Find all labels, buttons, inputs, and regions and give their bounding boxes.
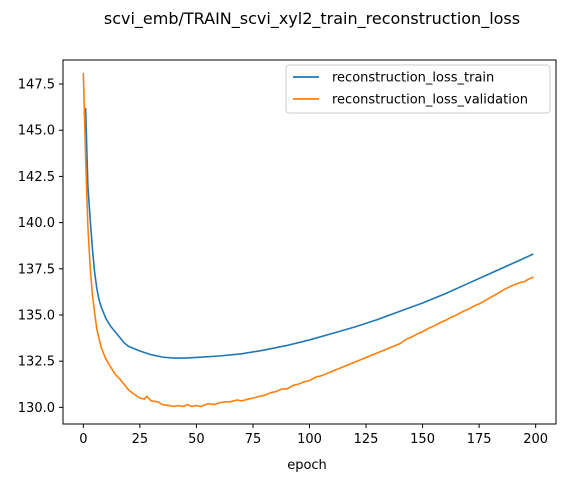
x-tick-label: 0	[79, 432, 87, 447]
y-tick-label: 142.5	[18, 170, 55, 185]
y-tick-label: 147.5	[18, 78, 55, 93]
chart-title: scvi_emb/TRAIN_scvi_xyl2_train_reconstru…	[104, 9, 520, 29]
y-tick-label: 140.0	[18, 216, 55, 231]
x-tick-label: 25	[132, 432, 149, 447]
series-line-reconstruction-loss-validation	[82, 72, 534, 408]
plot-frame	[62, 59, 557, 425]
x-tick-label: 150	[410, 432, 435, 447]
y-tick-label: 130.0	[18, 401, 55, 416]
x-tick-label: 125	[354, 432, 379, 447]
x-tick-label: 75	[245, 432, 262, 447]
x-tick-label: 100	[297, 432, 322, 447]
series-line-reconstruction-loss-train	[84, 108, 534, 359]
x-tick-label: 50	[188, 432, 205, 447]
y-axis: 130.0 132.5 135.0 137.5 140.0 142.5 145.0 147.5	[18, 78, 63, 416]
y-tick-label: 145.0	[18, 124, 55, 139]
x-axis-label: epoch	[287, 458, 327, 473]
y-tick-label: 135.0	[18, 308, 55, 323]
y-tick-label: 137.5	[18, 262, 55, 277]
legend-label: reconstruction_loss_train	[332, 71, 494, 86]
plot-area	[82, 72, 534, 408]
y-tick-label: 132.5	[18, 355, 55, 370]
x-axis: 0 25 50 75 100 125 150 175 200	[79, 424, 548, 447]
x-tick-label: 200	[523, 432, 548, 447]
legend-box	[285, 64, 551, 114]
x-tick-label: 175	[467, 432, 492, 447]
legend: reconstruction_loss_train reconstruction_…	[285, 64, 551, 114]
legend-label: reconstruction_loss_validation	[332, 93, 528, 108]
